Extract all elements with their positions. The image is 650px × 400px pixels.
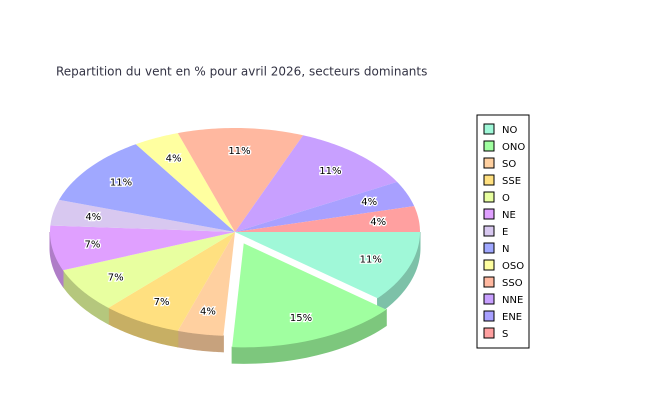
data-label: 4% <box>166 154 182 165</box>
legend-swatch <box>483 208 495 220</box>
chart-title: Repartition du vent en % pour avril 2026… <box>56 65 427 79</box>
slice <box>177 128 304 232</box>
legend-label: NNE <box>502 295 523 306</box>
legend-label: O <box>502 193 510 204</box>
legend-label: N <box>502 244 509 255</box>
slice <box>177 232 235 336</box>
data-label: 11% <box>110 177 132 188</box>
data-label: 4% <box>361 197 377 208</box>
legend-label: E <box>502 227 508 238</box>
legend-swatch <box>483 276 495 288</box>
legend-swatch <box>483 293 495 305</box>
legend-swatch <box>483 191 495 203</box>
legend-swatch <box>483 174 495 186</box>
data-label: 11% <box>319 166 341 177</box>
legend-label: ENE <box>502 312 522 323</box>
legend-swatch <box>483 310 495 322</box>
legend-label: NO <box>502 125 517 136</box>
data-label: 11% <box>228 146 250 157</box>
slice <box>235 181 415 232</box>
data-label: 4% <box>370 217 386 228</box>
slice <box>62 232 235 308</box>
slice <box>50 225 235 271</box>
legend-label: S <box>502 329 508 340</box>
legend-label: SSO <box>502 278 523 289</box>
legend-label: OSO <box>502 261 524 272</box>
legend-swatch <box>483 123 495 135</box>
data-label: 4% <box>85 212 101 223</box>
slice <box>59 144 235 232</box>
legend-swatch <box>483 259 495 271</box>
slice <box>232 243 387 348</box>
data-label: 7% <box>154 297 170 308</box>
legend-label: NE <box>502 210 516 221</box>
data-label: 7% <box>85 240 101 251</box>
legend-label: SSE <box>502 176 521 187</box>
legend-swatch <box>483 225 495 237</box>
slice <box>50 199 236 232</box>
legend-swatch <box>483 242 495 254</box>
data-label: 4% <box>200 307 216 318</box>
legend-label: ONO <box>502 142 525 153</box>
slice <box>135 133 235 232</box>
slice <box>235 135 398 232</box>
slice <box>108 232 235 331</box>
legend-swatch <box>483 327 495 339</box>
data-label: 15% <box>290 313 312 324</box>
legend-label: SO <box>502 159 516 170</box>
slice <box>235 206 420 232</box>
legend-swatch <box>483 140 495 152</box>
slice <box>235 232 420 299</box>
data-label: 11% <box>360 254 382 265</box>
legend-swatch <box>483 157 495 169</box>
data-label: 7% <box>108 273 124 284</box>
